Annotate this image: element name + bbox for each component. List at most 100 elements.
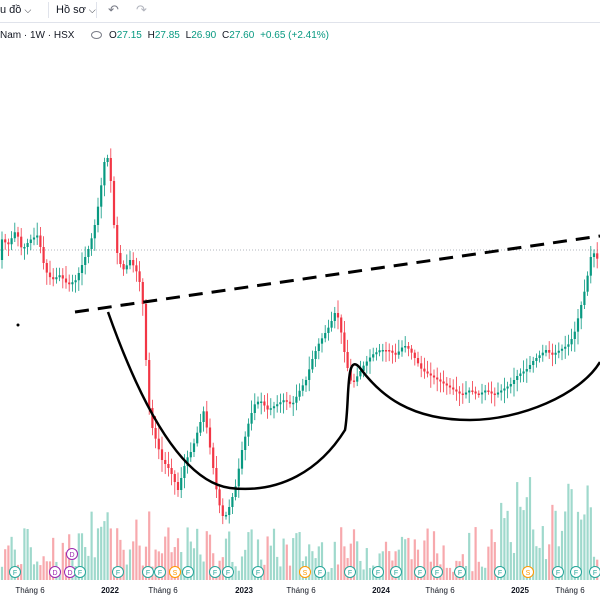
volume-bar: [189, 541, 192, 580]
candles: [0, 148, 599, 525]
undo-icon[interactable]: ↶: [108, 2, 119, 17]
chevron-down-icon[interactable]: ⌵: [24, 5, 32, 15]
candle-body: [144, 304, 148, 360]
chart-menu-label[interactable]: u đồ: [0, 4, 22, 16]
candle-body: [58, 275, 61, 278]
candle-body: [109, 158, 112, 181]
event-marker[interactable]: F: [182, 566, 194, 578]
event-marker[interactable]: D: [49, 566, 61, 578]
candle-body: [10, 238, 13, 245]
candle-body: [352, 380, 356, 382]
candle-body: [589, 257, 592, 276]
candle-body: [448, 385, 452, 388]
volume-bar: [234, 566, 237, 580]
candle-body: [311, 359, 314, 370]
candle-body: [596, 253, 599, 259]
candle-body: [468, 390, 471, 393]
event-marker-badge: [222, 566, 234, 578]
candle-body: [247, 423, 250, 437]
candle-body: [541, 352, 544, 356]
axis-tick-label: 2022: [101, 586, 119, 595]
candle-body: [384, 350, 388, 352]
axis-tick-label: Tháng 6: [148, 586, 178, 595]
event-marker[interactable]: F: [570, 566, 582, 578]
open-value: 27.15: [116, 30, 142, 41]
candle-body: [93, 225, 96, 239]
event-marker[interactable]: D: [66, 548, 78, 560]
candle-body: [96, 206, 100, 225]
candle-body: [394, 352, 397, 355]
volume-bar: [349, 543, 352, 580]
event-marker[interactable]: F: [74, 566, 86, 578]
close-label: C: [222, 30, 230, 41]
event-marker[interactable]: F: [314, 566, 326, 578]
candle-body: [426, 371, 429, 374]
event-marker[interactable]: F: [222, 566, 234, 578]
candle-body: [375, 352, 378, 355]
volume-bar: [535, 546, 538, 580]
candle-body: [116, 225, 119, 253]
volume-bar: [32, 564, 36, 580]
event-marker[interactable]: S: [169, 566, 181, 578]
volume-bar: [551, 504, 554, 580]
candle-body: [125, 265, 128, 270]
event-marker[interactable]: F: [142, 566, 154, 578]
profile-menu-label[interactable]: Hồ sơ: [56, 4, 86, 16]
candle-body: [221, 505, 224, 516]
event-marker-badge: [314, 566, 326, 578]
event-marker-badge: [182, 566, 194, 578]
eye-icon[interactable]: [91, 31, 103, 40]
axis-tick-label: Tháng 6: [425, 586, 455, 595]
candle-body: [276, 404, 279, 407]
candle-body: [244, 436, 247, 450]
volume-bar: [90, 511, 93, 580]
event-marker[interactable]: F: [552, 566, 564, 578]
volume-bar: [506, 510, 509, 580]
event-marker[interactable]: F: [390, 566, 402, 578]
volume-bar: [64, 552, 68, 580]
candle-body: [458, 391, 461, 394]
candle-body: [68, 282, 71, 285]
event-marker[interactable]: F: [9, 566, 21, 578]
event-marker[interactable]: F: [414, 566, 426, 578]
profile-menu[interactable]: Hồ sơ ⌵: [56, 4, 96, 16]
event-marker-badge: [390, 566, 402, 578]
candle-body: [122, 264, 125, 270]
event-marker[interactable]: F: [454, 566, 466, 578]
event-marker[interactable]: D: [64, 566, 76, 578]
event-marker[interactable]: F: [154, 566, 166, 578]
chart-menu[interactable]: u đồ ⌵: [0, 4, 31, 16]
chevron-down-icon[interactable]: ⌵: [88, 5, 96, 15]
candle-body: [525, 369, 528, 372]
candle-body: [400, 347, 404, 352]
event-marker[interactable]: F: [252, 566, 264, 578]
event-marker-badge: [589, 566, 600, 578]
event-marker[interactable]: S: [522, 566, 534, 578]
event-marker[interactable]: F: [344, 566, 356, 578]
volume-bar: [148, 511, 151, 580]
event-marker[interactable]: F: [209, 566, 221, 578]
resistance-trendline[interactable]: [74, 234, 600, 314]
event-marker[interactable]: F: [112, 566, 124, 578]
candle-body: [308, 369, 311, 380]
volume-bar: [487, 546, 490, 580]
event-marker-letter: F: [574, 570, 578, 577]
volume-bar: [26, 528, 29, 580]
event-marker[interactable]: S: [299, 566, 311, 578]
candle-body: [487, 390, 490, 392]
cup-pattern-drawing[interactable]: [106, 311, 600, 491]
volume-bar: [423, 540, 426, 580]
redo-icon[interactable]: ↷: [136, 2, 147, 17]
event-marker[interactable]: F: [589, 566, 600, 578]
symbol-name[interactable]: Nam · 1W · HSX: [0, 30, 75, 41]
candle-body: [336, 313, 340, 318]
volume-bar: [362, 569, 365, 580]
event-marker[interactable]: F: [494, 566, 506, 578]
volume-bar: [410, 559, 413, 580]
candle-body: [455, 389, 458, 392]
event-marker[interactable]: F: [372, 566, 384, 578]
candle-body: [567, 344, 570, 347]
axis-tick-label: 2024: [372, 586, 390, 595]
event-marker[interactable]: F: [431, 566, 443, 578]
